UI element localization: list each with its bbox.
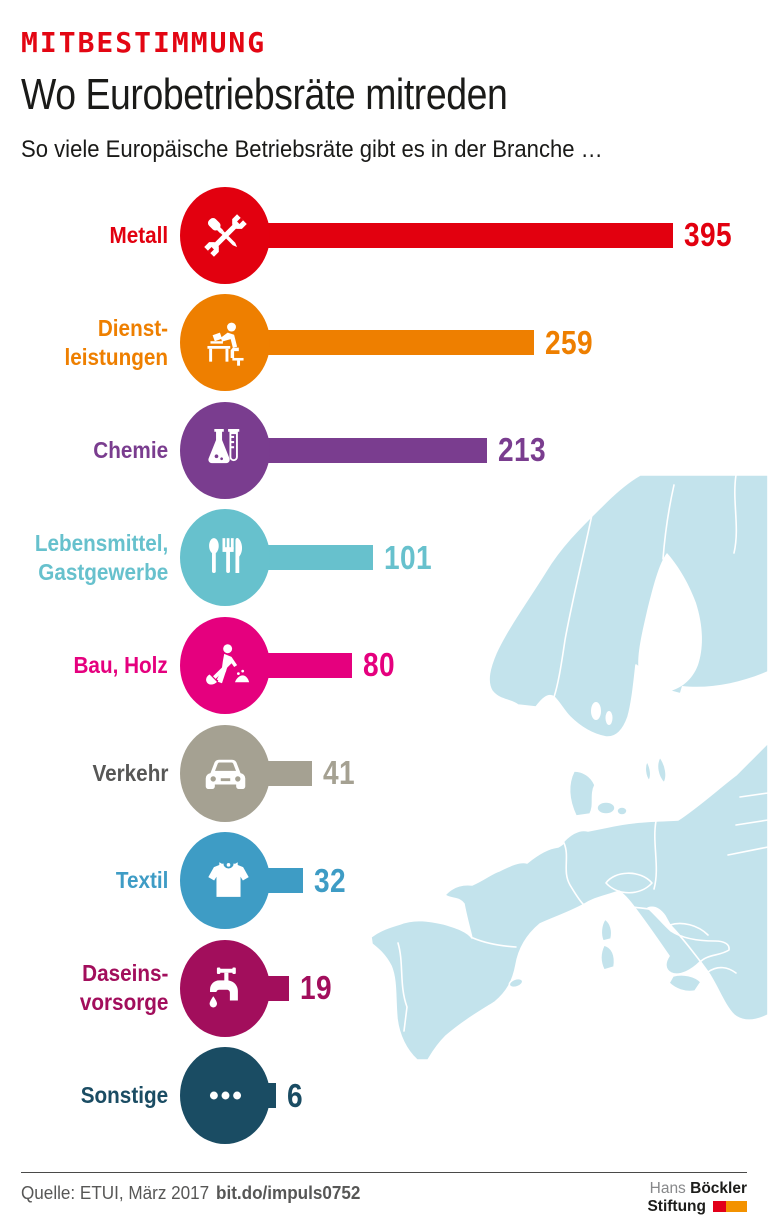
sweater-icon bbox=[207, 862, 249, 897]
hans-boeckler-stiftung-logo: Hans Böckler Stiftung bbox=[647, 1180, 747, 1216]
value-label: 80 bbox=[362, 646, 395, 684]
category-label: Chemie bbox=[93, 436, 168, 463]
page-title: Wo Eurobetriebsräte mitreden bbox=[21, 70, 508, 119]
logo-line-1: Hans Böckler bbox=[649, 1180, 747, 1197]
category-icon-badge bbox=[180, 186, 270, 284]
bar bbox=[252, 330, 535, 356]
bar bbox=[252, 222, 673, 248]
chart-row-chemie: Chemie 213 bbox=[0, 401, 768, 499]
map-sardinia bbox=[600, 944, 616, 971]
source-link[interactable]: bit.do/impuls0752 bbox=[216, 1183, 361, 1203]
bar bbox=[252, 545, 374, 571]
footer-divider bbox=[21, 1172, 747, 1173]
category-icon-badge bbox=[180, 1047, 270, 1145]
category-icon-badge bbox=[180, 294, 270, 392]
subtitle: So viele Europäische Betriebsräte gibt e… bbox=[21, 136, 603, 163]
logo-line-2: Stiftung bbox=[647, 1198, 747, 1216]
value-label: 213 bbox=[498, 431, 547, 469]
category-label: Metall bbox=[109, 221, 168, 248]
chart-row-bau-holz: Bau, Holz 80 bbox=[0, 616, 768, 714]
office-worker-icon bbox=[206, 322, 244, 366]
category-icon-badge bbox=[180, 616, 270, 714]
construction-worker-icon bbox=[205, 644, 249, 685]
value-label: 395 bbox=[683, 216, 732, 253]
value-label: 19 bbox=[300, 969, 333, 1007]
chart-row-dienstleistungen: Dienst- leistungen 259 bbox=[0, 294, 768, 392]
category-label: Textil bbox=[115, 867, 168, 894]
category-icon-badge bbox=[180, 724, 270, 822]
kicker: MITBESTIMMUNG bbox=[21, 26, 267, 59]
logo-orange-square bbox=[726, 1201, 747, 1212]
map-corsica bbox=[600, 918, 613, 942]
category-icon-badge bbox=[180, 832, 270, 930]
value-label: 101 bbox=[384, 538, 433, 576]
ellipsis-icon bbox=[209, 1091, 241, 1100]
chart-row-textil: Textil 32 bbox=[0, 832, 768, 930]
chart-row-daseinsvorsorge: Daseins- vorsorge 19 bbox=[0, 939, 768, 1037]
source-text: Quelle: ETUI, März 2017 bbox=[21, 1183, 210, 1203]
map-denmark bbox=[568, 770, 596, 817]
category-label: Daseins- vorsorge bbox=[79, 960, 168, 1016]
logo-red-square bbox=[713, 1201, 726, 1212]
category-label: Dienst- leistungen bbox=[64, 314, 168, 370]
map-sicily bbox=[668, 974, 702, 993]
value-label: 259 bbox=[545, 323, 594, 361]
category-label: Sonstige bbox=[80, 1082, 168, 1109]
faucet-icon bbox=[209, 967, 238, 1008]
bar bbox=[252, 437, 488, 463]
category-label: Lebensmittel, Gastgewerbe bbox=[34, 529, 169, 585]
cutlery-icon bbox=[208, 538, 242, 574]
chart-row-verkehr: Verkehr 41 bbox=[0, 724, 768, 822]
car-icon bbox=[205, 759, 245, 789]
tools-icon bbox=[203, 213, 247, 257]
category-label: Bau, Holz bbox=[73, 651, 168, 678]
chemistry-flask-icon bbox=[207, 428, 239, 463]
chart-row-sonstige: Sonstige 6 bbox=[0, 1047, 768, 1145]
category-icon-badge bbox=[180, 939, 270, 1037]
europe-map bbox=[370, 475, 768, 1061]
category-label: Verkehr bbox=[92, 759, 168, 786]
logo-color-marks bbox=[713, 1198, 747, 1216]
category-icon-badge bbox=[180, 509, 270, 607]
chart-row-metall: Metall 395 bbox=[0, 186, 768, 284]
category-icon-badge bbox=[180, 401, 270, 499]
value-label: 6 bbox=[287, 1076, 304, 1114]
value-label: 41 bbox=[322, 754, 355, 791]
value-label: 32 bbox=[313, 861, 346, 899]
map-continent bbox=[370, 742, 768, 1061]
chart-row-lebensmittel: Lebensmittel, Gastgewerbe 101 bbox=[0, 509, 768, 607]
